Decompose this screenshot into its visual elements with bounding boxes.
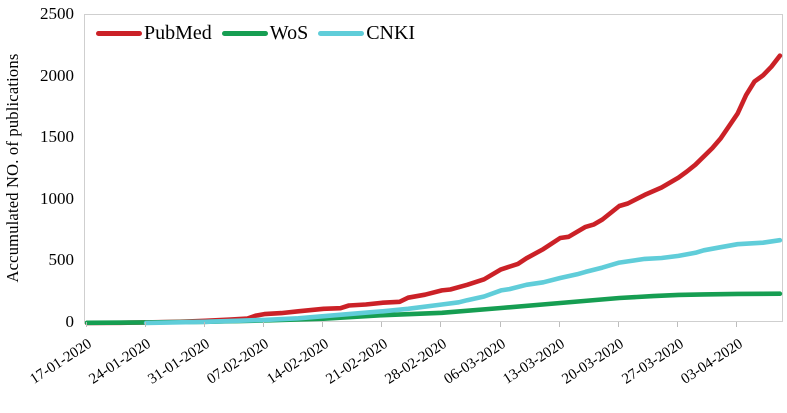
x-tick-mark bbox=[558, 322, 560, 327]
legend-swatch-cnki bbox=[318, 30, 365, 36]
x-tick-mark bbox=[322, 322, 324, 327]
x-tick-mark bbox=[144, 322, 146, 327]
y-axis-title: Accumulated NO. of publications bbox=[3, 53, 22, 283]
x-tick-label: 28-02-2020 bbox=[382, 336, 450, 388]
x-tick-label: 17-01-2020 bbox=[27, 336, 95, 388]
x-tick-mark bbox=[381, 322, 383, 327]
legend-label: CNKI bbox=[366, 22, 416, 44]
x-tick-label: 03-04-2020 bbox=[677, 336, 746, 388]
series-lines bbox=[84, 53, 783, 326]
series-line-cnki bbox=[143, 237, 783, 326]
y-tick-label: 2500 bbox=[40, 4, 74, 23]
x-tick-mark bbox=[617, 322, 619, 327]
y-tick-label: 1500 bbox=[40, 127, 74, 147]
y-tick-label: 500 bbox=[48, 250, 75, 270]
y-tick-label: 0 bbox=[65, 312, 75, 331]
legend-item-pubmed: PubMed bbox=[96, 23, 212, 43]
legend-label: PubMed bbox=[144, 22, 212, 44]
x-tick-label: 13-03-2020 bbox=[500, 336, 568, 388]
series-line-pubmed bbox=[84, 53, 783, 326]
x-tick-label: 21-02-2020 bbox=[323, 336, 391, 388]
x-tick-label: 06-03-2020 bbox=[441, 336, 509, 388]
y-tick-label: 2000 bbox=[40, 65, 74, 85]
legend: PubMed WoS CNKI bbox=[96, 22, 425, 44]
legend-item-wos: WoS bbox=[221, 22, 309, 44]
legend-swatch-wos bbox=[221, 30, 268, 36]
legend-label: WoS bbox=[269, 22, 309, 44]
series-line-wos bbox=[84, 291, 783, 326]
x-tick-label: 07-02-2020 bbox=[204, 336, 273, 388]
x-tick-label: 20-03-2020 bbox=[559, 336, 628, 388]
legend-item-cnki: CNKI bbox=[318, 23, 415, 43]
x-tick-mark bbox=[499, 322, 501, 327]
x-tick-mark bbox=[85, 322, 87, 327]
x-tick-label: 14-02-2020 bbox=[263, 336, 332, 388]
legend-swatch-pubmed bbox=[96, 30, 142, 36]
x-tick-mark bbox=[677, 322, 678, 327]
x-tick-mark bbox=[440, 322, 442, 327]
y-tick-label: 1000 bbox=[40, 188, 74, 208]
x-tick-label: 27-03-2020 bbox=[618, 336, 687, 388]
x-tick-label: 24-01-2020 bbox=[86, 336, 154, 388]
x-tick-mark bbox=[736, 322, 738, 327]
plot-area bbox=[84, 14, 783, 326]
x-tick-mark bbox=[203, 322, 205, 327]
x-tick-label: 31-01-2020 bbox=[145, 336, 214, 388]
x-tick-mark bbox=[262, 322, 264, 327]
